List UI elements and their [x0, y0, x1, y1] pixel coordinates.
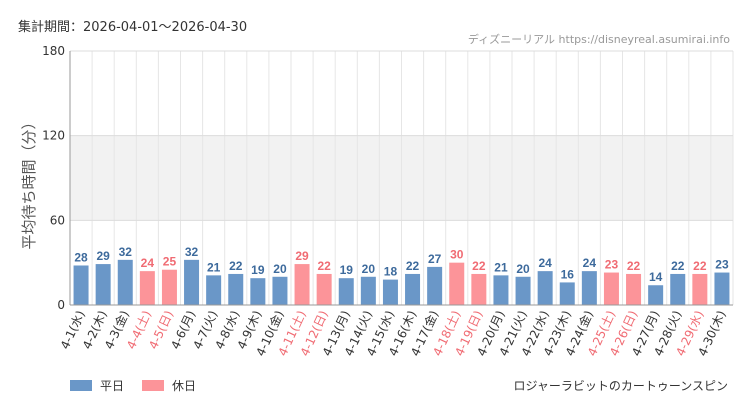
site-url[interactable]: https://disneyreal.asumirai.info [558, 33, 730, 46]
bar-value-label: 18 [384, 265, 398, 279]
y-tick-label: 120 [42, 129, 65, 143]
bar-value-label: 14 [649, 270, 663, 284]
bar-4-12(日)[interactable] [316, 273, 332, 305]
bar-value-label: 20 [362, 262, 376, 276]
bar-4-20(月)[interactable] [493, 275, 509, 305]
bar-4-22(水)[interactable] [537, 271, 553, 305]
bar-4-11(土)[interactable] [294, 264, 310, 305]
bar-value-label: 22 [317, 259, 331, 273]
bar-4-23(木)[interactable] [559, 282, 575, 305]
bar-value-label: 29 [96, 249, 110, 263]
bar-value-label: 27 [428, 252, 442, 266]
bar-value-label: 20 [273, 262, 287, 276]
bar-value-label: 16 [561, 267, 575, 281]
bar-value-label: 22 [627, 259, 641, 273]
y-tick-label: 180 [42, 44, 65, 58]
legend-item-holiday[interactable]: 休日 [142, 377, 196, 394]
site-name: ディズニーリアル [467, 33, 556, 46]
bar-4-29(水)[interactable] [692, 273, 708, 305]
legend: 平日 休日 [70, 377, 196, 394]
bar-4-26(日)[interactable] [626, 273, 642, 305]
bar-value-label: 21 [207, 260, 221, 274]
legend-item-weekday[interactable]: 平日 [70, 377, 124, 394]
bar-4-2(木)[interactable] [95, 264, 111, 305]
legend-swatch-weekday [70, 380, 92, 391]
legend-label-holiday: 休日 [172, 379, 197, 393]
bar-4-7(火)[interactable] [206, 275, 222, 305]
bar-4-21(火)[interactable] [515, 276, 531, 305]
bar-4-8(水)[interactable] [228, 273, 244, 305]
bar-4-18(土)[interactable] [449, 262, 465, 305]
bar-4-15(水)[interactable] [382, 279, 398, 305]
bar-value-label: 32 [185, 245, 199, 259]
bar-4-6(月)[interactable] [184, 259, 200, 305]
bar-4-5(日)[interactable] [161, 269, 177, 305]
bar-4-24(金)[interactable] [581, 271, 597, 305]
bar-value-label: 20 [516, 262, 530, 276]
bar-value-label: 21 [494, 260, 508, 274]
bar-value-label: 24 [583, 256, 597, 270]
bar-4-30(木)[interactable] [714, 272, 730, 305]
bar-4-25(土)[interactable] [603, 272, 619, 305]
legend-label-weekday: 平日 [100, 379, 125, 393]
bar-value-label: 23 [605, 258, 619, 272]
period-label: 集計期間：2026-04-01～2026-04-30 [18, 20, 248, 35]
bar-value-label: 19 [340, 263, 354, 277]
attraction-name: ロジャーラビットのカートゥーンスピン [513, 379, 728, 393]
legend-swatch-holiday [142, 380, 165, 391]
bar-4-3(金)[interactable] [117, 259, 133, 305]
bar-value-label: 30 [450, 248, 464, 262]
y-tick-label: 60 [50, 213, 65, 227]
bar-value-label: 22 [406, 259, 420, 273]
bar-value-label: 23 [715, 258, 729, 272]
bar-value-label: 32 [119, 245, 133, 259]
bar-value-label: 22 [693, 259, 707, 273]
bar-4-19(日)[interactable] [471, 273, 487, 305]
y-axis-label: 平均待ち時間（分） [20, 114, 38, 249]
bar-value-label: 19 [251, 263, 265, 277]
bar-4-4(土)[interactable] [139, 271, 155, 305]
bar-4-14(火)[interactable] [360, 276, 376, 305]
bar-4-28(火)[interactable] [670, 273, 686, 305]
bar-value-label: 24 [141, 256, 155, 270]
bar-value-label: 22 [671, 259, 685, 273]
y-tick-label: 0 [57, 298, 65, 312]
bar-value-label: 22 [472, 259, 486, 273]
bar-value-label: 25 [163, 255, 177, 269]
bar-value-label: 24 [538, 256, 552, 270]
bar-4-16(木)[interactable] [405, 273, 421, 305]
bar-4-9(木)[interactable] [250, 278, 266, 305]
bar-4-1(水)[interactable] [73, 265, 89, 305]
bar-4-27(月)[interactable] [648, 285, 664, 305]
bar-4-13(月)[interactable] [338, 278, 354, 305]
bar-value-label: 28 [74, 250, 88, 264]
bar-4-10(金)[interactable] [272, 276, 288, 305]
bar-value-label: 29 [295, 249, 309, 263]
bar-4-17(金)[interactable] [427, 266, 443, 305]
bar-value-label: 22 [229, 259, 243, 273]
site-credit: ディズニーリアル https://disneyreal.asumirai.inf… [468, 31, 730, 47]
